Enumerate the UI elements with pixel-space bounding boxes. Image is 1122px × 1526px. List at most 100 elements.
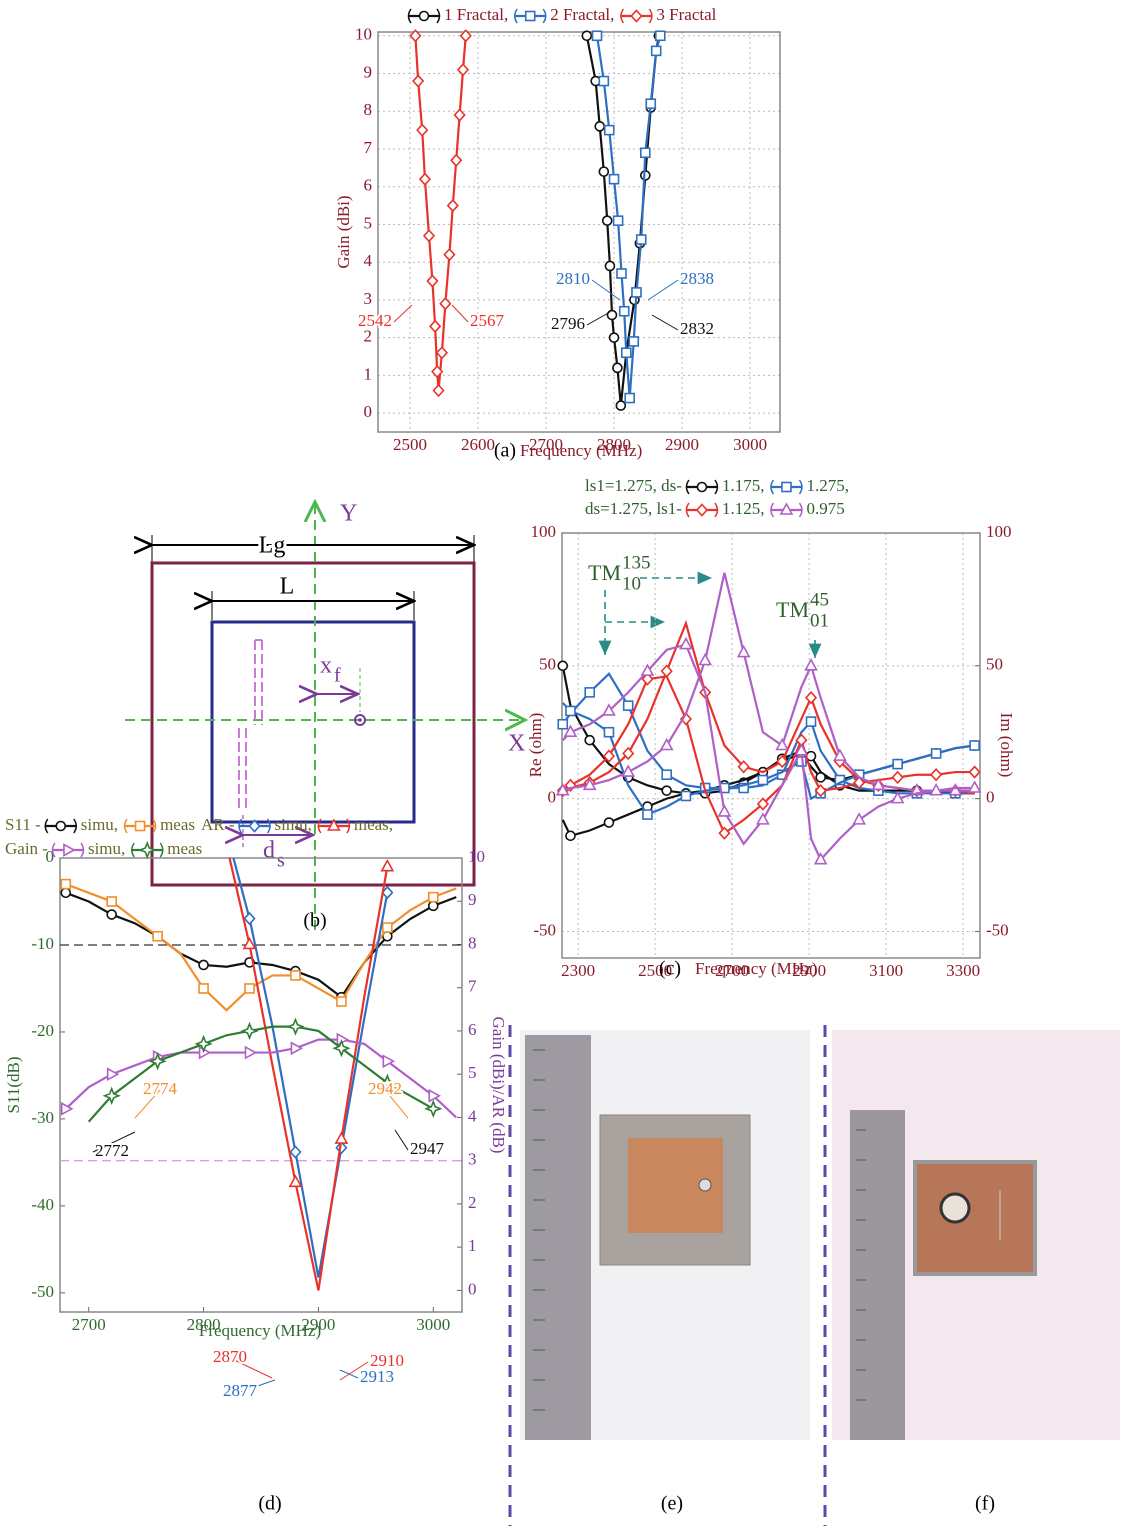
marker (662, 786, 671, 795)
legend-label: 2 Fractal, (550, 5, 614, 24)
slots (239, 640, 262, 808)
caption: (e) (661, 1493, 683, 1515)
figure: Y X Lg L x f d s (b) (e) (f) 250026002 (0, 0, 1122, 1526)
marker (970, 741, 979, 750)
marker (970, 767, 980, 778)
marker (620, 307, 629, 316)
annotation: 2810 (556, 269, 590, 288)
marker (697, 505, 707, 516)
marker (604, 818, 613, 827)
x-tick-label: 2500 (393, 435, 427, 454)
mode-label: TM (776, 597, 809, 622)
marker (893, 772, 903, 783)
marker (417, 125, 427, 136)
marker (290, 1147, 300, 1158)
marker (697, 483, 706, 492)
annotation-pointer (340, 1370, 358, 1378)
data-line (66, 884, 457, 1010)
marker (893, 760, 902, 769)
y-tick-label: 0 (548, 788, 557, 807)
legend-label: meas, (354, 815, 393, 834)
y-label: Y (340, 501, 357, 527)
marker (582, 31, 591, 40)
marker (585, 688, 594, 697)
marker (807, 717, 816, 726)
legend-label: simu, (275, 815, 312, 834)
marker (197, 1037, 211, 1051)
marker (782, 483, 791, 492)
marker (604, 728, 613, 737)
annotation-pointer (395, 1130, 408, 1150)
legend-label: 1.175, (722, 476, 765, 495)
marker (56, 822, 65, 831)
marker (566, 706, 575, 715)
annotation-pointer (587, 312, 610, 325)
legend-prefix: Gain - (5, 839, 48, 858)
marker (153, 932, 162, 941)
marker (854, 814, 865, 824)
y2-tick-label: 9 (468, 890, 477, 909)
x-label: X (508, 731, 525, 757)
marker (199, 984, 208, 993)
marker (420, 174, 430, 185)
y2-tick-label: 7 (468, 977, 477, 996)
marker (629, 337, 638, 346)
y2-tick-label: 6 (468, 1020, 477, 1039)
y-tick-label: 10 (355, 25, 372, 44)
ruler (525, 1035, 591, 1440)
x-tick-label: 3100 (869, 961, 903, 980)
marker (599, 167, 608, 176)
marker (719, 828, 729, 839)
marker (719, 806, 730, 816)
marker (108, 1069, 118, 1080)
annotation: 2913 (360, 1367, 394, 1386)
marker (652, 46, 661, 55)
marker (444, 249, 454, 260)
legend-label: simu, (88, 839, 125, 858)
mode-superscript: 135 (622, 552, 651, 573)
legend-label: 1.275, (806, 476, 849, 495)
marker (136, 822, 145, 831)
marker (382, 861, 393, 871)
annotation: 2774 (143, 1079, 178, 1098)
legend-prefix: AR - (201, 815, 235, 834)
annotation: 2838 (680, 269, 714, 288)
marker (757, 814, 768, 824)
y-tick-label: 3 (364, 289, 373, 308)
ground-plane (152, 563, 474, 885)
photo-f: (f) (832, 1030, 1120, 1515)
y-tick-label: 50 (539, 655, 556, 674)
legend-label: 1 Fractal, (444, 5, 508, 24)
x-tick-label: 2600 (461, 435, 495, 454)
y-axis-label: S11(dB) (4, 1057, 23, 1114)
caption: (f) (975, 1493, 995, 1515)
marker (64, 845, 74, 856)
data-line (89, 1027, 434, 1122)
marker (624, 701, 633, 710)
mode-superscript: 45 (810, 589, 829, 610)
y2-tick-label: 4 (468, 1106, 477, 1125)
marker (61, 880, 70, 889)
marker (451, 155, 461, 166)
y2-tick-label: 3 (468, 1150, 477, 1169)
board-back (915, 1162, 1035, 1274)
legend-label: 3 Fractal (656, 5, 716, 24)
marker (625, 394, 634, 403)
annotation-pointer (648, 280, 678, 300)
marker (605, 261, 614, 270)
x-tick-label: 2700 (72, 1315, 106, 1334)
marker (107, 910, 116, 919)
xf-label: x (320, 653, 332, 679)
marker (607, 311, 616, 320)
marker (245, 984, 254, 993)
y2-tick-label: -50 (986, 920, 1009, 939)
y-tick-label: 100 (531, 522, 557, 541)
marker (656, 31, 665, 40)
legend-prefix: ls1=1.275, ds- (585, 476, 682, 495)
x-tick-label: 2300 (561, 961, 595, 980)
ds-subscript: s (277, 850, 285, 872)
mode-label: TM (588, 560, 621, 585)
caption: (b) (303, 910, 326, 932)
x-axis-label: Frequency (MHz) (199, 1321, 321, 1340)
y-tick-label: -40 (31, 1195, 54, 1214)
